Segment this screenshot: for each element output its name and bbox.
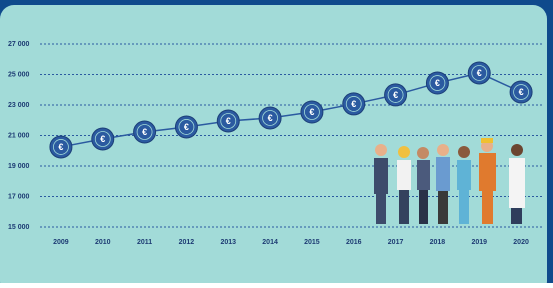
coin-symbol: € bbox=[226, 116, 231, 126]
x-tick-label: 2014 bbox=[262, 239, 278, 246]
x-tick-label: 2009 bbox=[53, 239, 69, 246]
y-tick-label: 25 000 bbox=[8, 71, 30, 78]
chart: € € € € € € € € € € € € 15 000 17 000 19 000 21 000 23 … bbox=[0, 0, 553, 283]
y-tick-label: 19 000 bbox=[8, 163, 30, 170]
y-tick-label: 21 000 bbox=[8, 132, 30, 139]
x-tick-label: 2017 bbox=[388, 239, 404, 246]
page: € € € € € € € € € € € € 15 000 17 000 19 000 21 000 23 … bbox=[0, 0, 553, 283]
x-tick-label: 2015 bbox=[304, 239, 320, 246]
coin-symbol: € bbox=[393, 90, 398, 100]
coin-symbol: € bbox=[184, 122, 189, 132]
coin-symbol: € bbox=[142, 127, 147, 137]
x-tick-label: 2020 bbox=[513, 239, 529, 246]
coin-symbol: € bbox=[477, 68, 482, 78]
x-tick-label: 2012 bbox=[179, 239, 195, 246]
coin-symbol: € bbox=[100, 134, 105, 144]
x-tick-label: 2018 bbox=[430, 239, 446, 246]
coin-symbol: € bbox=[519, 87, 524, 97]
coin-symbol: € bbox=[58, 142, 63, 152]
x-tick-label: 2011 bbox=[137, 239, 152, 246]
x-tick-label: 2019 bbox=[471, 239, 487, 246]
y-tick-label: 17 000 bbox=[8, 193, 30, 200]
coin-symbol: € bbox=[268, 113, 273, 123]
coin-symbol: € bbox=[309, 107, 314, 117]
coin-symbol: € bbox=[351, 99, 356, 109]
x-tick-label: 2010 bbox=[95, 239, 111, 246]
x-tick-label: 2016 bbox=[346, 239, 362, 246]
x-tick-label: 2013 bbox=[220, 239, 236, 246]
y-tick-label: 27 000 bbox=[8, 41, 30, 48]
y-tick-label: 23 000 bbox=[8, 102, 30, 109]
y-tick-label: 15 000 bbox=[8, 224, 30, 231]
coin-symbol: € bbox=[435, 78, 440, 88]
